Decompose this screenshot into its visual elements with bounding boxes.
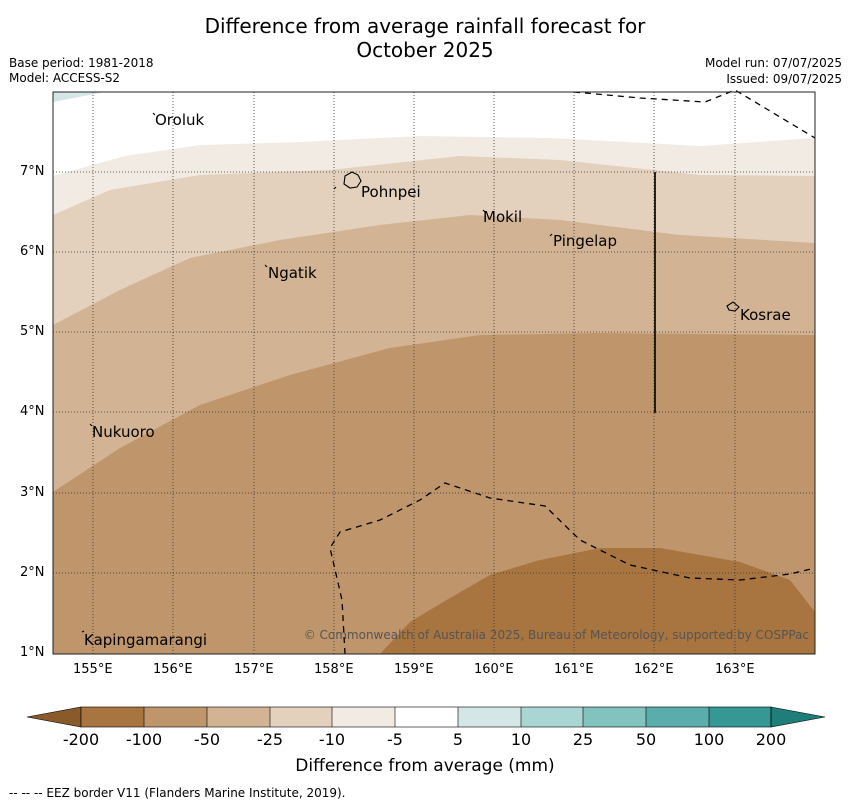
lon-tick-label: 159°E bbox=[394, 662, 434, 677]
eez-footnote: -- -- -- EEZ border V11 (Flanders Marine… bbox=[9, 786, 346, 800]
lat-tick-label: 6°N bbox=[20, 244, 45, 259]
model-name: Model: ACCESS-S2 bbox=[9, 71, 121, 85]
lon-tick-label: 161°E bbox=[554, 662, 594, 677]
place-label-ngatik: Ngatik bbox=[268, 264, 317, 282]
rainfall-fields bbox=[53, 92, 815, 654]
lat-tick-label: 3°N bbox=[20, 485, 45, 500]
field-minus-100-to-minus-200 bbox=[380, 548, 815, 654]
place-label-pingelap: Pingelap bbox=[553, 232, 618, 250]
lon-tick-label: 160°E bbox=[474, 662, 514, 677]
lon-tick-label: 156°E bbox=[153, 662, 193, 677]
colorbar-label: 5 bbox=[452, 730, 464, 749]
place-label-oroluk: Oroluk bbox=[155, 111, 205, 129]
colorbar-title: Difference from average (mm) bbox=[295, 756, 555, 776]
map-frame bbox=[52, 91, 816, 655]
gridlines bbox=[53, 92, 815, 654]
lat-tick-label: 5°N bbox=[20, 324, 45, 339]
copyright-credit: © Commonwealth of Australia 2025, Bureau… bbox=[303, 628, 809, 642]
colorbar-label: 200 bbox=[755, 730, 787, 749]
colorbar-segment bbox=[26, 706, 82, 728]
colorbar-label: 10 bbox=[510, 730, 532, 749]
islands bbox=[81, 112, 740, 633]
colorbar-segment bbox=[521, 707, 583, 727]
model-run: Model run: 07/07/2025 bbox=[704, 56, 842, 70]
colorbar-label: -100 bbox=[125, 730, 163, 749]
lon-tick-label: 162°E bbox=[634, 662, 674, 677]
colorbar-label: -50 bbox=[193, 730, 221, 749]
colorbar-segment bbox=[332, 707, 395, 727]
title-line-2: October 2025 bbox=[356, 38, 494, 62]
eez-borders bbox=[329, 89, 816, 655]
lat-tick-label: 2°N bbox=[20, 565, 45, 580]
colorbar-label: 50 bbox=[635, 730, 657, 749]
colorbar-label: 100 bbox=[693, 730, 725, 749]
lon-tick-label: 158°E bbox=[314, 662, 354, 677]
colorbar-segment bbox=[709, 707, 771, 727]
lat-tick-label: 1°N bbox=[20, 645, 45, 660]
place-label-mokil: Mokil bbox=[483, 208, 523, 226]
lon-tick-label: 163°E bbox=[715, 662, 755, 677]
colorbar-segment bbox=[270, 707, 332, 727]
lon-tick-label: 157°E bbox=[234, 662, 274, 677]
pohnpei-island-outline bbox=[343, 171, 362, 189]
colorbar-segment bbox=[458, 707, 521, 727]
colorbar-segment bbox=[646, 707, 709, 727]
colorbar-label: 25 bbox=[572, 730, 594, 749]
colorbar-label: -5 bbox=[387, 730, 403, 749]
issued-date: Issued: 09/07/2025 bbox=[726, 72, 842, 86]
colorbar-label: -25 bbox=[256, 730, 284, 749]
colorbar-label: -200 bbox=[62, 730, 100, 749]
colorbar-segment bbox=[583, 707, 646, 727]
colorbar-segment bbox=[81, 707, 144, 727]
field-light-teal bbox=[53, 92, 105, 102]
place-label-kosrae: Kosrae bbox=[740, 306, 791, 324]
place-label-kapingamarangi: Kapingamarangi bbox=[84, 631, 208, 649]
colorbar-segment bbox=[207, 707, 270, 727]
title-line-1: Difference from average rainfall forecas… bbox=[204, 14, 646, 38]
colorbar-segment bbox=[770, 706, 826, 728]
lat-tick-label: 7°N bbox=[20, 164, 45, 179]
lon-tick-label: 155°E bbox=[73, 662, 113, 677]
place-label-pohnpei: Pohnpei bbox=[361, 183, 421, 201]
lat-tick-label: 4°N bbox=[20, 404, 45, 419]
base-period: Base period: 1981-2018 bbox=[9, 56, 154, 70]
kosrae-island-outline bbox=[726, 301, 740, 312]
colorbar-segment bbox=[395, 707, 458, 727]
place-label-nukuoro: Nukuoro bbox=[92, 423, 155, 441]
colorbar-segment bbox=[144, 707, 207, 727]
colorbar-label: -10 bbox=[318, 730, 346, 749]
colorbar bbox=[26, 706, 826, 728]
